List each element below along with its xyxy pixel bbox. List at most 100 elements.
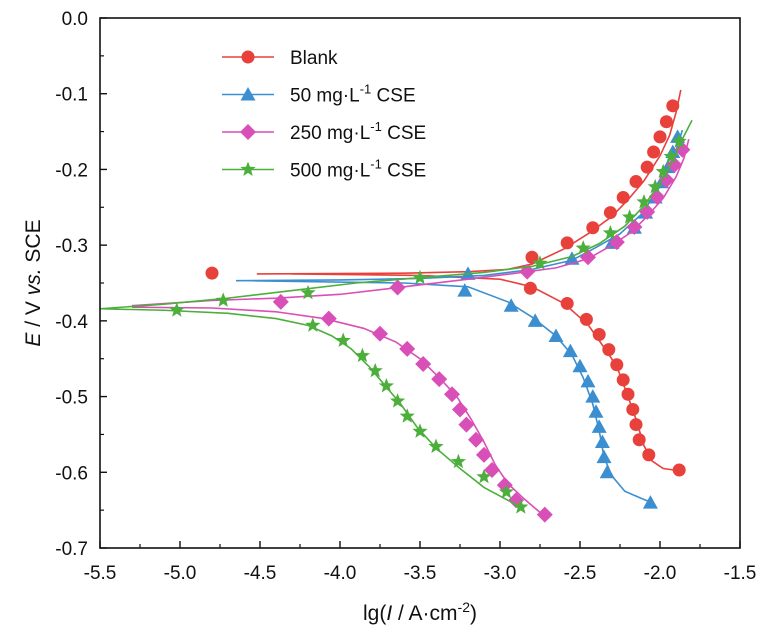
series-point (592, 327, 606, 341)
series-point (428, 438, 444, 454)
series-point (602, 343, 616, 357)
series-point (663, 148, 679, 164)
y-tick-label: -0.7 (55, 539, 88, 560)
series-point (626, 402, 640, 416)
legend-entry: 50 mg·L-1 CSE (222, 82, 416, 107)
series-point (659, 115, 673, 129)
series-point (272, 293, 289, 310)
series-point (575, 240, 591, 255)
series-point (616, 190, 630, 204)
series-point (476, 468, 492, 484)
series-point (399, 340, 416, 357)
x-title-post: ) (470, 602, 477, 625)
legend-entry: 250 mg·L-1 CSE (222, 119, 426, 144)
series-point (525, 250, 539, 264)
series-point (621, 209, 638, 224)
series-point (585, 389, 601, 403)
series-point (484, 462, 500, 479)
series-1 (235, 129, 686, 509)
series-point (399, 408, 415, 423)
x-tick-label: -1.5 (724, 563, 757, 584)
series-point (503, 298, 519, 312)
series-point (647, 145, 661, 159)
series-point (205, 266, 219, 280)
legend-label: Blank (290, 48, 338, 69)
x-tick-label: -5.0 (164, 563, 197, 584)
legend-entry: 500 mg·L-1 CSE (222, 157, 426, 182)
series-point (666, 99, 680, 113)
series-point (594, 434, 610, 448)
series-point (305, 317, 321, 332)
series-point (636, 193, 652, 209)
series-point (415, 356, 432, 373)
series-point (452, 401, 468, 418)
series-point (639, 203, 656, 220)
x-tick-label: -3.5 (404, 563, 437, 584)
series-point (655, 163, 671, 179)
legend-marker (240, 87, 256, 101)
series-0 (205, 89, 686, 477)
legend-marker (240, 124, 256, 140)
series-point (320, 310, 337, 327)
series-point (572, 358, 588, 373)
series-point (300, 284, 316, 300)
x-tick-label: -2.5 (564, 563, 597, 584)
series-point (621, 387, 635, 401)
y-tick-label: -0.2 (55, 160, 88, 181)
legend-label: 50 mg·L-1 CSE (290, 82, 416, 107)
plot-area (99, 89, 693, 523)
series-point (672, 463, 686, 477)
legend-entry: Blank (222, 48, 338, 69)
series-point (335, 332, 351, 348)
series-2 (131, 138, 691, 523)
series-point (671, 133, 687, 148)
series-point (579, 312, 593, 326)
legend-marker (241, 50, 255, 64)
series-point (523, 281, 537, 295)
x-tick-label: -2.0 (644, 563, 677, 584)
y-title-post: SCE (22, 219, 45, 268)
legend-label: 250 mg·L-1 CSE (290, 119, 426, 144)
series-point (378, 377, 395, 393)
series-point (562, 343, 578, 358)
series-point (599, 464, 615, 479)
series-point (640, 160, 654, 174)
series-point (560, 296, 574, 310)
legend-marker (240, 161, 256, 176)
series-point (591, 419, 607, 433)
y-axis-title: E / V vs. SCE (22, 219, 45, 346)
series-point (412, 269, 428, 285)
series-point (498, 483, 515, 499)
series-point (629, 418, 643, 432)
series-point (596, 449, 612, 464)
series-point (580, 373, 596, 388)
series-point (653, 130, 667, 144)
series-point (450, 453, 467, 469)
series-point (658, 172, 675, 189)
series-point (564, 251, 580, 265)
y-tick-label: -0.1 (55, 85, 88, 106)
y-tick-label: -0.4 (55, 312, 88, 333)
plot-frame (99, 17, 741, 549)
legend: Blank 50 mg·L-1 CSE 250 mg·L-1 CSE 500 mg·L… (222, 48, 426, 182)
series-point (603, 206, 617, 220)
series-point (536, 506, 553, 523)
series-point (389, 279, 406, 296)
series-point (610, 358, 624, 372)
series-point (215, 292, 231, 307)
series-point (642, 495, 658, 509)
legend-label: 500 mg·L-1 CSE (290, 157, 426, 182)
series-point (457, 283, 473, 297)
series-point (580, 249, 596, 266)
series-point (354, 347, 371, 363)
y-tick-label: -0.3 (55, 236, 88, 257)
series-point (626, 218, 643, 235)
x-tick-label: -4.5 (244, 563, 277, 584)
series-point (560, 236, 574, 250)
series-point (548, 328, 564, 342)
series-point (468, 431, 484, 448)
x-tick-label: -4.0 (324, 563, 357, 584)
series-point (372, 325, 388, 342)
series-point (532, 255, 548, 270)
